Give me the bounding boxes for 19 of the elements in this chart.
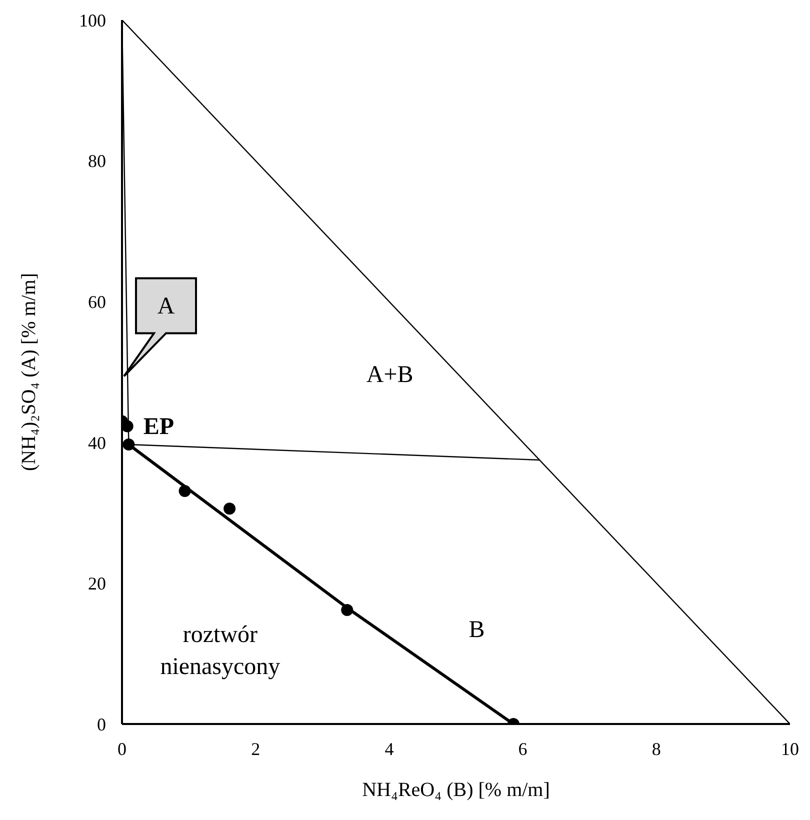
x-tick-label: 8: [652, 738, 661, 759]
x-tick-label: 4: [384, 738, 394, 759]
annotation: roztwór nienasycony: [160, 622, 280, 680]
x-tick-label: 2: [251, 738, 260, 759]
x-tick-label: 10: [781, 738, 799, 759]
y-tick-label: 40: [88, 432, 106, 453]
y-tick-label: 80: [88, 151, 106, 172]
y-axis-title: (NH₄)₂SO₄ (A) [% m/m]: [18, 272, 40, 472]
y-tick-label: 100: [79, 10, 106, 30]
x-axis-title: NH₄ReO₄ (B) [% m/m]: [362, 779, 550, 801]
y-tick-label: 60: [88, 292, 106, 312]
annotation: EP: [143, 414, 174, 440]
x-tick-label: 6: [518, 738, 528, 759]
annotation: B: [468, 616, 485, 643]
annotation: A: [157, 294, 176, 320]
y-tick-label: 20: [88, 574, 106, 594]
y-tick-label: 0: [97, 714, 106, 734]
x-tick-label: 0: [118, 738, 126, 759]
annotation: A+B: [366, 362, 414, 388]
